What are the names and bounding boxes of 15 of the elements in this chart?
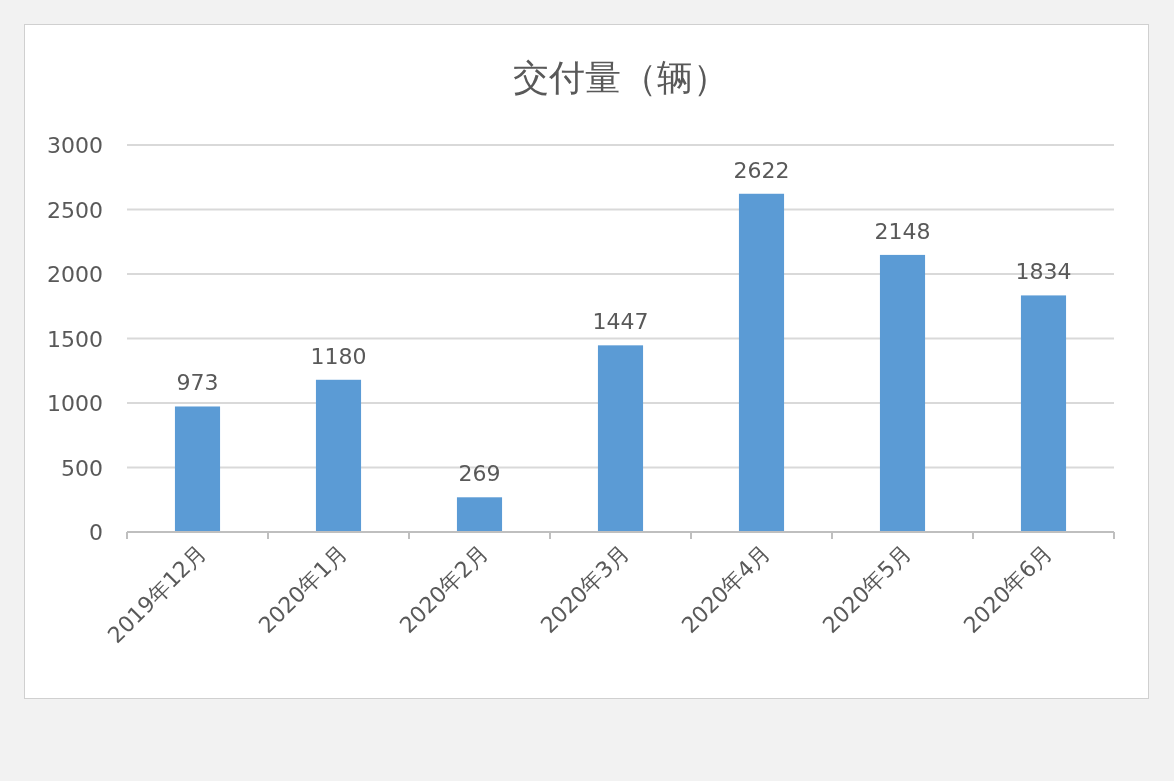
data-label: 2622 xyxy=(733,157,790,183)
data-label: 2148 xyxy=(874,218,931,244)
data-label: 1180 xyxy=(310,343,367,369)
data-label: 1447 xyxy=(592,309,649,335)
y-tick-label: 2000 xyxy=(47,262,103,287)
data-label: 269 xyxy=(458,461,501,487)
y-tick-label: 1500 xyxy=(47,326,103,352)
y-tick-label: 3000 xyxy=(47,133,103,158)
y-tick-label: 2500 xyxy=(47,197,103,223)
data-label: 973 xyxy=(176,370,219,396)
data-label: 1834 xyxy=(1015,259,1072,285)
y-tick-label: 500 xyxy=(61,455,103,481)
title: 交付量（辆） xyxy=(512,57,729,98)
y-tick-label: 1000 xyxy=(47,391,103,416)
y-tick-label: 0 xyxy=(89,520,103,545)
